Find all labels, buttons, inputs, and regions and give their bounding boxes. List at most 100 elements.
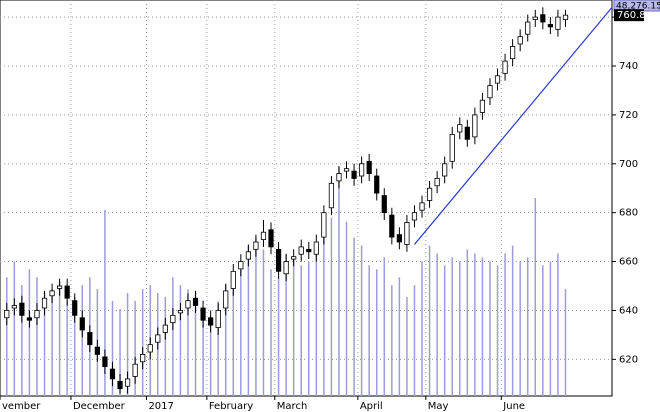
volume-bar	[194, 293, 197, 396]
y-tick-label: 680	[619, 208, 638, 219]
candle-body	[517, 36, 523, 45]
candle-body	[72, 300, 78, 316]
candle-body	[94, 346, 100, 355]
volume-bar	[406, 297, 408, 396]
candle-body	[147, 344, 153, 353]
candle-body	[464, 126, 470, 140]
candle-body	[192, 297, 199, 306]
y-tick-label: 720	[619, 110, 638, 121]
volume-bar	[330, 217, 333, 396]
y-tick-label: 740	[619, 61, 638, 72]
candle-body	[19, 302, 25, 316]
candle-body	[404, 222, 410, 245]
volume-bar	[496, 265, 499, 396]
price-tag: 760.8	[617, 10, 646, 21]
y-tick-label: 620	[619, 354, 638, 365]
volume-bar	[292, 257, 295, 396]
candle-body	[41, 297, 48, 309]
x-tick-label: February	[209, 401, 253, 412]
candle-body	[502, 60, 508, 74]
candle-body	[140, 354, 146, 363]
volume-tag: 48,276.15	[616, 2, 660, 12]
candle-body	[162, 324, 168, 333]
volume-bar	[534, 198, 537, 396]
candle-body	[449, 134, 455, 162]
x-tick-label: vember	[2, 401, 41, 412]
candle-body	[11, 305, 17, 309]
volume-bar	[285, 253, 287, 396]
volume-bar	[209, 316, 212, 396]
candle-body	[562, 14, 569, 20]
candle-body	[230, 270, 236, 289]
volume-bar	[413, 285, 416, 396]
volume-bar	[224, 285, 227, 396]
candle-body	[253, 241, 259, 250]
candle-body	[389, 214, 395, 238]
candle-body	[426, 187, 433, 201]
candle-body	[298, 246, 304, 255]
volume-bar	[36, 277, 38, 396]
candle-body	[510, 46, 516, 60]
candle-body	[124, 378, 131, 387]
volume-bar	[375, 269, 378, 396]
trend-line	[414, 6, 613, 245]
candle-body	[200, 307, 206, 321]
volume-bar	[368, 265, 370, 396]
candle-body	[343, 168, 350, 172]
candle-body	[215, 310, 221, 328]
volume-bar	[391, 285, 393, 396]
volume-bar	[300, 265, 302, 396]
volume-bar	[353, 237, 355, 396]
candle-body	[64, 285, 70, 299]
volume-bar	[13, 261, 16, 396]
candle-body	[208, 317, 214, 326]
volume-bar	[519, 261, 521, 396]
candle-body	[275, 248, 282, 272]
candle-body	[4, 310, 10, 319]
candle-body	[487, 85, 493, 99]
volume-bar	[6, 277, 8, 396]
volume-bar	[308, 261, 310, 396]
candle-body	[102, 356, 108, 368]
candle-body	[313, 241, 319, 255]
x-tick-label: 2017	[148, 401, 173, 412]
candle-body	[260, 231, 267, 240]
volume-bar	[398, 277, 401, 396]
volume-bar	[526, 257, 529, 396]
volume-bar	[58, 281, 61, 396]
candle-body	[479, 99, 486, 113]
volume-bar	[504, 253, 506, 396]
y-tick-label: 700	[619, 159, 638, 170]
candle-body	[223, 290, 229, 309]
volume-bar	[255, 237, 257, 396]
volume-bar	[21, 285, 23, 396]
volume-bar	[262, 249, 265, 396]
price-tag-box	[614, 9, 644, 22]
candle-body	[321, 212, 327, 238]
candle-body	[132, 363, 138, 377]
volume-bar	[73, 297, 76, 396]
volume-bar	[232, 277, 235, 396]
candle-body	[381, 195, 387, 214]
x-tick-label: May	[428, 401, 449, 412]
candle-body	[34, 310, 40, 319]
volume-bar	[164, 297, 167, 396]
candle-body	[291, 256, 297, 260]
candle-body	[79, 317, 85, 331]
volume-bar	[247, 245, 250, 396]
candle-body	[442, 163, 448, 177]
x-tick-label: March	[277, 401, 307, 412]
candle-body	[26, 317, 33, 321]
volume-bar	[511, 245, 514, 396]
candle-body	[185, 300, 191, 309]
candle-body	[170, 314, 176, 324]
y-tick-label: 640	[619, 305, 638, 316]
volume-bar	[28, 269, 31, 396]
volume-bar	[111, 300, 114, 396]
volume-bar	[277, 277, 280, 396]
candle-body	[359, 163, 365, 177]
volume-bar	[217, 300, 219, 396]
candle-body	[366, 160, 372, 174]
volume-bar	[436, 253, 438, 396]
candle-body	[540, 14, 546, 23]
